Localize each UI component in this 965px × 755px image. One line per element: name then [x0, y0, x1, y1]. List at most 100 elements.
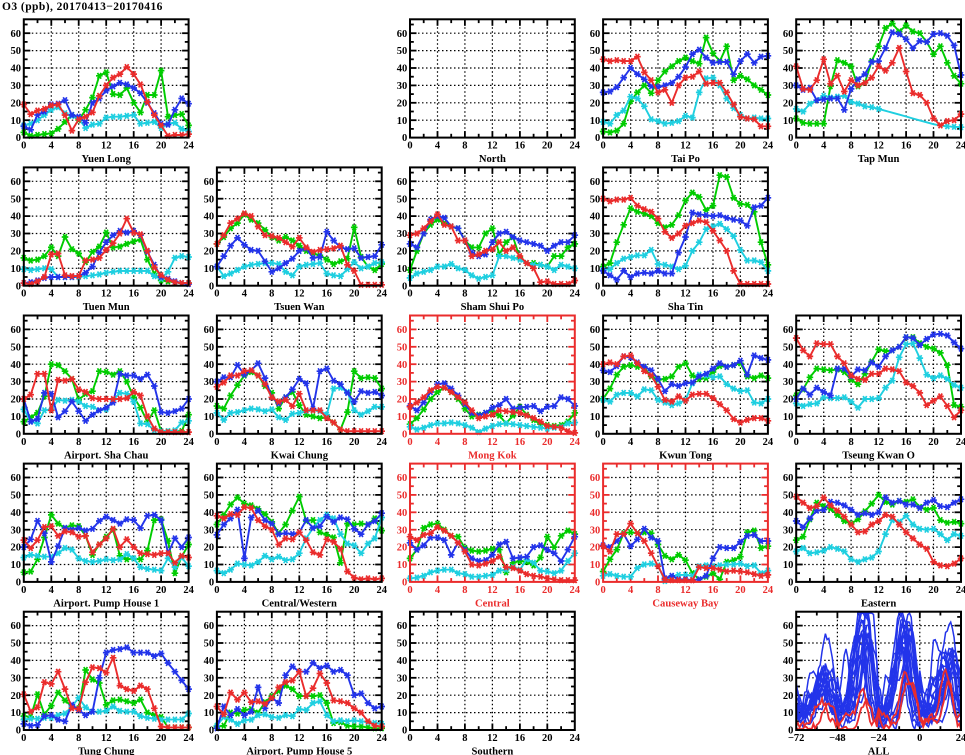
svg-text:24: 24 — [956, 585, 965, 596]
svg-text:0: 0 — [209, 281, 214, 292]
svg-text:10: 10 — [11, 560, 22, 571]
svg-text:20: 20 — [204, 395, 215, 406]
svg-text:10: 10 — [11, 116, 22, 127]
svg-text:30: 30 — [783, 377, 794, 388]
svg-text:40: 40 — [397, 64, 408, 75]
svg-text:60: 60 — [590, 325, 601, 336]
svg-text:20: 20 — [928, 437, 939, 448]
svg-text:20: 20 — [11, 247, 22, 258]
svg-text:60: 60 — [783, 29, 794, 40]
svg-text:12: 12 — [487, 289, 498, 300]
svg-text:16: 16 — [708, 585, 719, 596]
svg-text:20: 20 — [11, 543, 22, 554]
svg-text:Tsuen Wan: Tsuen Wan — [274, 302, 324, 313]
svg-text:24: 24 — [570, 437, 581, 448]
svg-text:20: 20 — [156, 289, 167, 300]
svg-text:0: 0 — [214, 585, 219, 596]
svg-text:0: 0 — [595, 133, 600, 144]
svg-text:50: 50 — [590, 194, 601, 205]
svg-text:4: 4 — [435, 585, 441, 596]
svg-text:50: 50 — [783, 639, 794, 650]
svg-text:50: 50 — [397, 342, 408, 353]
svg-text:10: 10 — [397, 116, 408, 127]
svg-text:30: 30 — [204, 673, 215, 684]
svg-text:0: 0 — [407, 585, 412, 596]
svg-text:30: 30 — [397, 525, 408, 536]
svg-text:30: 30 — [783, 81, 794, 92]
svg-text:60: 60 — [397, 325, 408, 336]
svg-text:30: 30 — [204, 377, 215, 388]
svg-text:North: North — [479, 154, 506, 165]
svg-text:20: 20 — [783, 543, 794, 554]
svg-text:10: 10 — [397, 560, 408, 571]
svg-text:12: 12 — [294, 289, 305, 300]
svg-text:12: 12 — [487, 733, 498, 744]
svg-text:Southern: Southern — [472, 747, 514, 755]
svg-text:20: 20 — [397, 247, 408, 258]
svg-text:4: 4 — [628, 585, 634, 596]
svg-text:40: 40 — [590, 64, 601, 75]
svg-text:Mong Kok: Mong Kok — [468, 450, 517, 461]
svg-text:Causeway Bay: Causeway Bay — [652, 598, 719, 609]
svg-text:20: 20 — [735, 585, 746, 596]
svg-text:0: 0 — [402, 578, 407, 589]
svg-text:0: 0 — [21, 437, 26, 448]
svg-text:20: 20 — [590, 395, 601, 406]
svg-text:8: 8 — [848, 141, 853, 152]
svg-text:0: 0 — [917, 733, 922, 744]
svg-text:24: 24 — [183, 289, 194, 300]
svg-text:50: 50 — [11, 46, 22, 57]
svg-text:8: 8 — [462, 733, 467, 744]
svg-text:0: 0 — [595, 429, 600, 440]
svg-text:24: 24 — [183, 585, 194, 596]
svg-text:50: 50 — [783, 46, 794, 57]
svg-text:16: 16 — [128, 437, 139, 448]
svg-text:12: 12 — [680, 141, 691, 152]
svg-text:8: 8 — [462, 437, 467, 448]
svg-text:20: 20 — [542, 733, 553, 744]
svg-text:8: 8 — [848, 585, 853, 596]
svg-text:12: 12 — [873, 585, 884, 596]
svg-text:20: 20 — [397, 543, 408, 554]
svg-text:16: 16 — [515, 289, 526, 300]
svg-text:0: 0 — [21, 289, 26, 300]
svg-text:4: 4 — [628, 437, 634, 448]
svg-text:50: 50 — [783, 342, 794, 353]
svg-text:20: 20 — [204, 691, 215, 702]
svg-text:Kwun Tong: Kwun Tong — [659, 450, 712, 461]
svg-text:4: 4 — [435, 437, 441, 448]
svg-text:24: 24 — [376, 585, 387, 596]
svg-text:30: 30 — [590, 377, 601, 388]
svg-text:24: 24 — [376, 733, 387, 744]
svg-text:20: 20 — [783, 395, 794, 406]
svg-text:Airport. Pump House 5: Airport. Pump House 5 — [246, 747, 352, 755]
svg-text:20: 20 — [397, 691, 408, 702]
svg-text:20: 20 — [349, 437, 360, 448]
svg-text:10: 10 — [590, 116, 601, 127]
svg-text:60: 60 — [204, 621, 215, 632]
svg-text:4: 4 — [435, 289, 441, 300]
svg-text:12: 12 — [101, 437, 112, 448]
svg-text:60: 60 — [397, 177, 408, 188]
svg-text:16: 16 — [322, 733, 333, 744]
svg-text:20: 20 — [590, 247, 601, 258]
svg-text:30: 30 — [204, 229, 215, 240]
svg-text:4: 4 — [242, 585, 248, 596]
svg-text:40: 40 — [783, 508, 794, 519]
svg-text:8: 8 — [655, 437, 660, 448]
svg-text:16: 16 — [901, 141, 912, 152]
svg-text:30: 30 — [11, 81, 22, 92]
svg-text:Central: Central — [475, 598, 510, 609]
svg-text:50: 50 — [590, 46, 601, 57]
svg-text:20: 20 — [783, 691, 794, 702]
svg-text:24: 24 — [956, 141, 965, 152]
svg-text:0: 0 — [788, 133, 793, 144]
svg-text:8: 8 — [462, 289, 467, 300]
svg-text:40: 40 — [397, 212, 408, 223]
svg-text:16: 16 — [901, 585, 912, 596]
svg-text:24: 24 — [763, 585, 774, 596]
svg-text:20: 20 — [156, 141, 167, 152]
svg-text:0: 0 — [407, 289, 412, 300]
svg-text:24: 24 — [570, 733, 581, 744]
svg-text:20: 20 — [349, 733, 360, 744]
